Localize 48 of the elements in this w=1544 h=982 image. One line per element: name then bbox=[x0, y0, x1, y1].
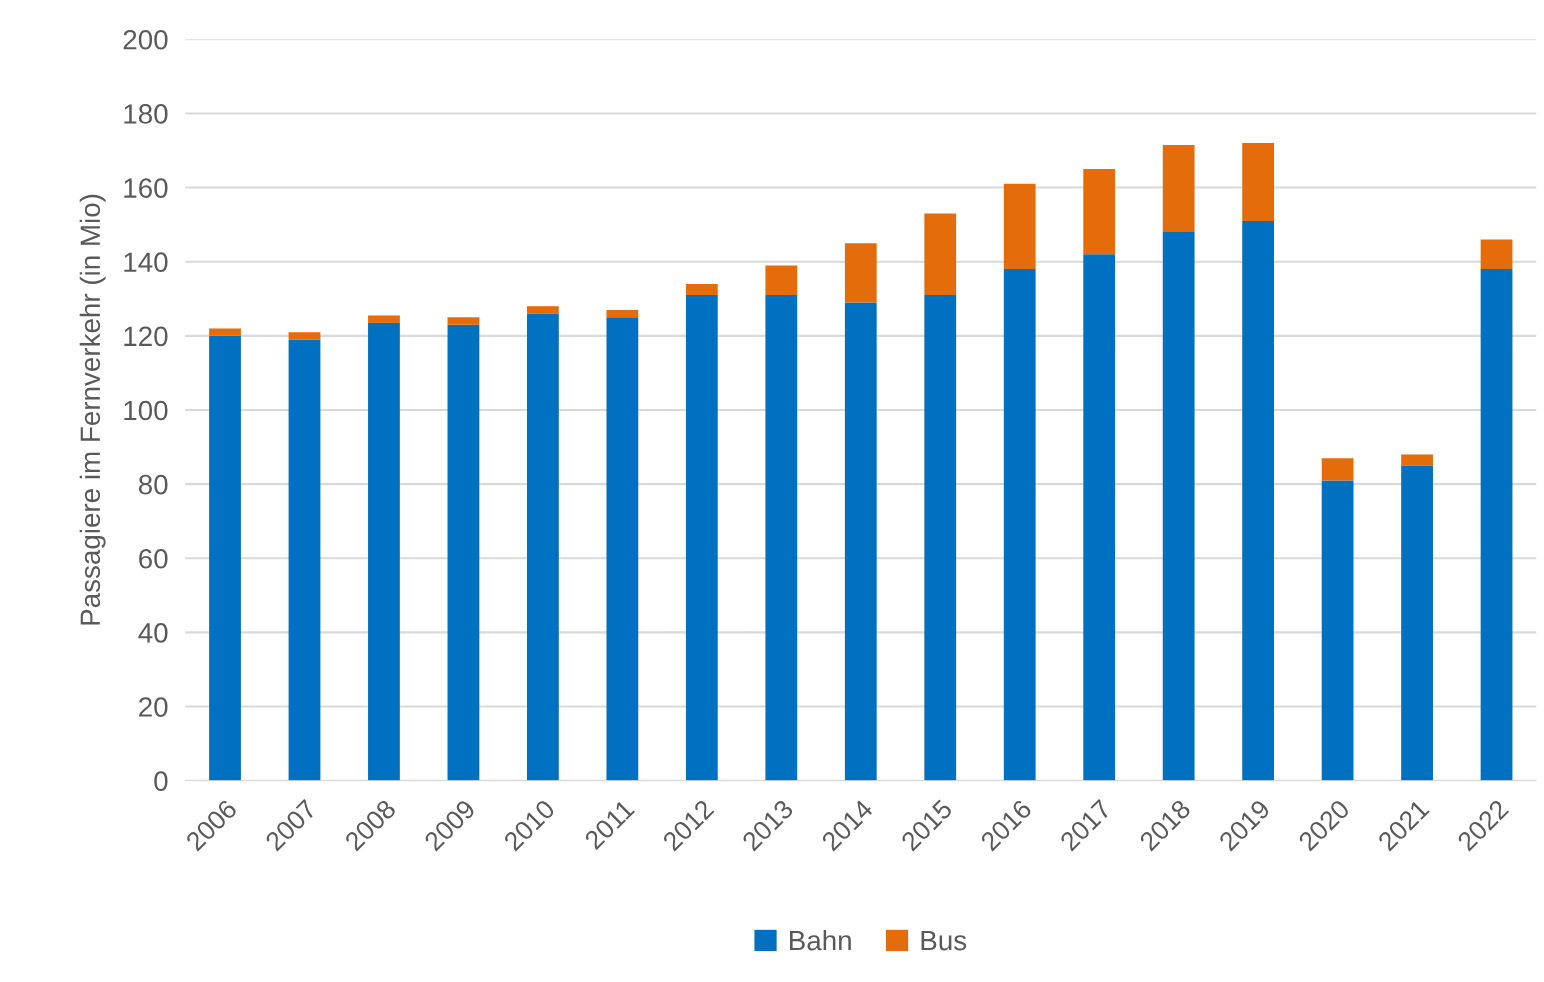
y-tick-label: 80 bbox=[138, 474, 168, 495]
legend-label: Bus bbox=[921, 931, 967, 951]
bar bbox=[209, 335, 241, 781]
bar bbox=[685, 295, 718, 781]
bar bbox=[447, 317, 480, 325]
y-tick-label: 60 bbox=[139, 548, 168, 569]
bar bbox=[1162, 144, 1195, 233]
y-tick-label: 100 bbox=[124, 400, 168, 421]
bar bbox=[527, 306, 559, 314]
bar bbox=[1321, 480, 1354, 781]
bar bbox=[209, 328, 241, 336]
bar bbox=[844, 243, 877, 303]
bar bbox=[924, 213, 957, 296]
y-tick-label: 120 bbox=[124, 326, 168, 347]
bar bbox=[1401, 465, 1433, 781]
y-tick-label: 200 bbox=[123, 29, 168, 50]
y-tick-label: 160 bbox=[124, 178, 168, 198]
bar bbox=[1401, 454, 1433, 466]
bar bbox=[1083, 254, 1116, 781]
y-tick-label: 140 bbox=[124, 252, 168, 273]
bar bbox=[924, 295, 957, 781]
bar bbox=[1162, 232, 1195, 781]
bar bbox=[447, 324, 480, 781]
bar bbox=[1480, 269, 1513, 781]
bar bbox=[527, 313, 559, 781]
bar bbox=[1003, 183, 1036, 270]
bar bbox=[1480, 239, 1513, 270]
bar bbox=[368, 315, 400, 323]
bar bbox=[606, 309, 639, 318]
y-tick-label: 180 bbox=[124, 104, 168, 124]
bar bbox=[1242, 143, 1275, 221]
bar bbox=[765, 295, 798, 781]
bar bbox=[368, 322, 400, 781]
y-tick-label: 40 bbox=[138, 623, 168, 643]
y-tick-label: 20 bbox=[139, 697, 168, 717]
bar bbox=[288, 332, 321, 340]
bar bbox=[1321, 458, 1354, 481]
legend-label: Bahn bbox=[790, 929, 851, 951]
bar bbox=[685, 283, 718, 296]
bar bbox=[606, 317, 639, 781]
y-axis-title: Passagiere im Fernverkehr (in Mio) bbox=[79, 194, 106, 625]
bar bbox=[1003, 269, 1036, 781]
bar bbox=[844, 302, 877, 781]
bar bbox=[765, 265, 798, 296]
bar bbox=[288, 339, 321, 781]
y-tick-label: 0 bbox=[154, 771, 168, 792]
bar bbox=[1083, 169, 1116, 255]
bar bbox=[1242, 220, 1275, 781]
